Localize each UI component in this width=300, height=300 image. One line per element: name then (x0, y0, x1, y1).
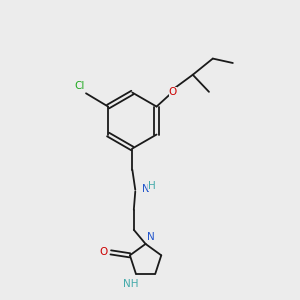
Text: O: O (100, 248, 108, 257)
Text: NH: NH (123, 279, 138, 289)
Text: Cl: Cl (74, 81, 85, 91)
Text: O: O (169, 87, 177, 97)
Text: H: H (148, 181, 156, 190)
Text: N: N (142, 184, 149, 194)
Text: N: N (147, 232, 154, 242)
